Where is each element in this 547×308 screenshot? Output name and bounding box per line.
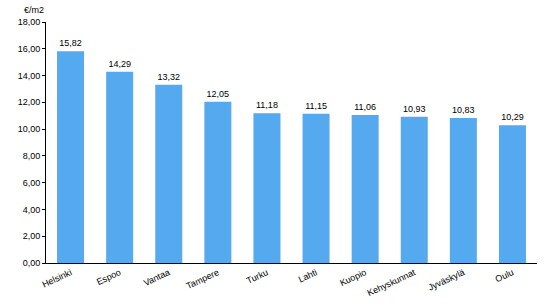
svg-text:6,00: 6,00 bbox=[23, 178, 41, 188]
svg-text:0,00: 0,00 bbox=[23, 258, 41, 268]
svg-text:10,29: 10,29 bbox=[501, 112, 524, 122]
svg-text:Vantaa: Vantaa bbox=[142, 267, 171, 288]
svg-text:12,00: 12,00 bbox=[18, 97, 41, 107]
svg-text:15,82: 15,82 bbox=[59, 38, 82, 48]
svg-text:10,93: 10,93 bbox=[403, 104, 426, 114]
svg-text:Turku: Turku bbox=[245, 267, 270, 286]
svg-text:Jyväskylä: Jyväskylä bbox=[427, 267, 467, 293]
svg-text:4,00: 4,00 bbox=[23, 205, 41, 215]
svg-text:14,29: 14,29 bbox=[108, 59, 131, 69]
svg-text:14,00: 14,00 bbox=[18, 71, 41, 81]
svg-text:Kuopio: Kuopio bbox=[338, 267, 368, 288]
svg-text:10,00: 10,00 bbox=[18, 124, 41, 134]
svg-text:13,32: 13,32 bbox=[157, 72, 180, 82]
svg-text:Tampere: Tampere bbox=[185, 267, 221, 291]
svg-text:11,15: 11,15 bbox=[305, 101, 327, 111]
svg-text:12,05: 12,05 bbox=[207, 89, 230, 99]
svg-text:11,06: 11,06 bbox=[354, 102, 376, 112]
svg-text:Helsinki: Helsinki bbox=[41, 267, 74, 289]
svg-text:Espoo: Espoo bbox=[95, 267, 122, 287]
svg-text:10,83: 10,83 bbox=[452, 105, 475, 115]
svg-text:Kehyskunnat: Kehyskunnat bbox=[366, 267, 418, 298]
svg-text:2,00: 2,00 bbox=[23, 231, 41, 241]
svg-text:18,00: 18,00 bbox=[18, 17, 41, 27]
svg-text:Lahti: Lahti bbox=[297, 267, 319, 284]
svg-text:Oulu: Oulu bbox=[494, 267, 515, 284]
svg-text:8,00: 8,00 bbox=[23, 151, 41, 161]
svg-text:€/m2: €/m2 bbox=[24, 5, 44, 15]
svg-text:16,00: 16,00 bbox=[18, 44, 41, 54]
svg-text:11,18: 11,18 bbox=[256, 100, 278, 110]
